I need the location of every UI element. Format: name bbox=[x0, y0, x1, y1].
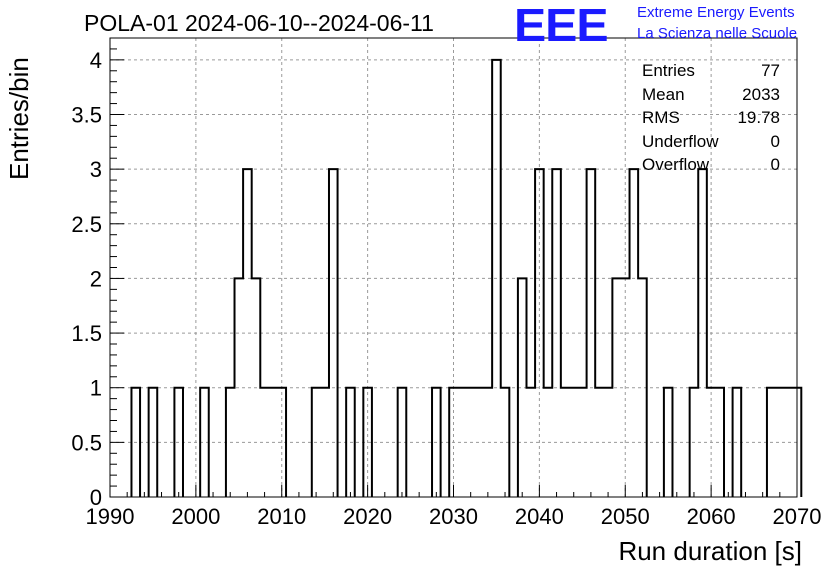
y-tick-label: 0.5 bbox=[71, 430, 102, 455]
y-tick-label: 3.5 bbox=[71, 103, 102, 128]
logo-line-1: Extreme Energy Events bbox=[637, 4, 795, 21]
x-tick-label: 2030 bbox=[429, 504, 478, 529]
eee-logo: EEE bbox=[514, 0, 609, 51]
stat-value: 2033 bbox=[742, 84, 780, 104]
logo-line-2: La Scienza nelle Scuole bbox=[637, 25, 798, 42]
stat-value: 0 bbox=[770, 131, 780, 151]
y-tick-label: 4 bbox=[90, 48, 102, 73]
stat-row-mean: Mean 2033 bbox=[642, 83, 780, 107]
y-tick-label: 3 bbox=[90, 157, 102, 182]
x-tick-label: 1990 bbox=[86, 504, 135, 529]
x-tick-label: 2020 bbox=[343, 504, 392, 529]
stat-label: RMS bbox=[642, 108, 680, 127]
y-tick-label: 1.5 bbox=[71, 321, 102, 346]
chart-title: POLA-01 2024-06-10--2024-06-11 bbox=[84, 10, 434, 36]
stat-value: 19.78 bbox=[737, 108, 780, 127]
y-tick-label: 1 bbox=[90, 376, 102, 401]
stat-label: Underflow bbox=[642, 131, 719, 151]
histogram-series bbox=[130, 58, 803, 497]
y-axis-label: Entries/bin bbox=[4, 57, 34, 180]
stat-value: 0 bbox=[770, 155, 780, 174]
x-axis-label: Run duration [s] bbox=[618, 536, 802, 566]
stat-row-rms: RMS 19.78 bbox=[642, 106, 780, 130]
x-tick-label: 2070 bbox=[773, 504, 822, 529]
stat-label: Overflow bbox=[642, 155, 710, 174]
y-tick-label: 0 bbox=[90, 485, 102, 510]
y-tick-label: 2.5 bbox=[71, 212, 102, 237]
stat-row-underflow: Underflow 0 bbox=[642, 130, 780, 154]
stat-value: 77 bbox=[761, 61, 780, 80]
stat-label: Entries bbox=[642, 61, 695, 80]
x-tick-label: 2060 bbox=[687, 504, 736, 529]
stat-row-overflow: Overflow 0 bbox=[642, 153, 780, 177]
stats-box: Entries 77 Mean 2033 RMS 19.78 Underflow… bbox=[642, 59, 780, 177]
x-tick-label: 2000 bbox=[171, 504, 220, 529]
x-tick-label: 2010 bbox=[257, 504, 306, 529]
stat-row-entries: Entries 77 bbox=[642, 59, 780, 83]
stat-label: Mean bbox=[642, 84, 685, 104]
y-tick-label: 2 bbox=[90, 266, 102, 291]
x-tick-label: 2040 bbox=[515, 504, 564, 529]
x-tick-label: 2050 bbox=[601, 504, 650, 529]
